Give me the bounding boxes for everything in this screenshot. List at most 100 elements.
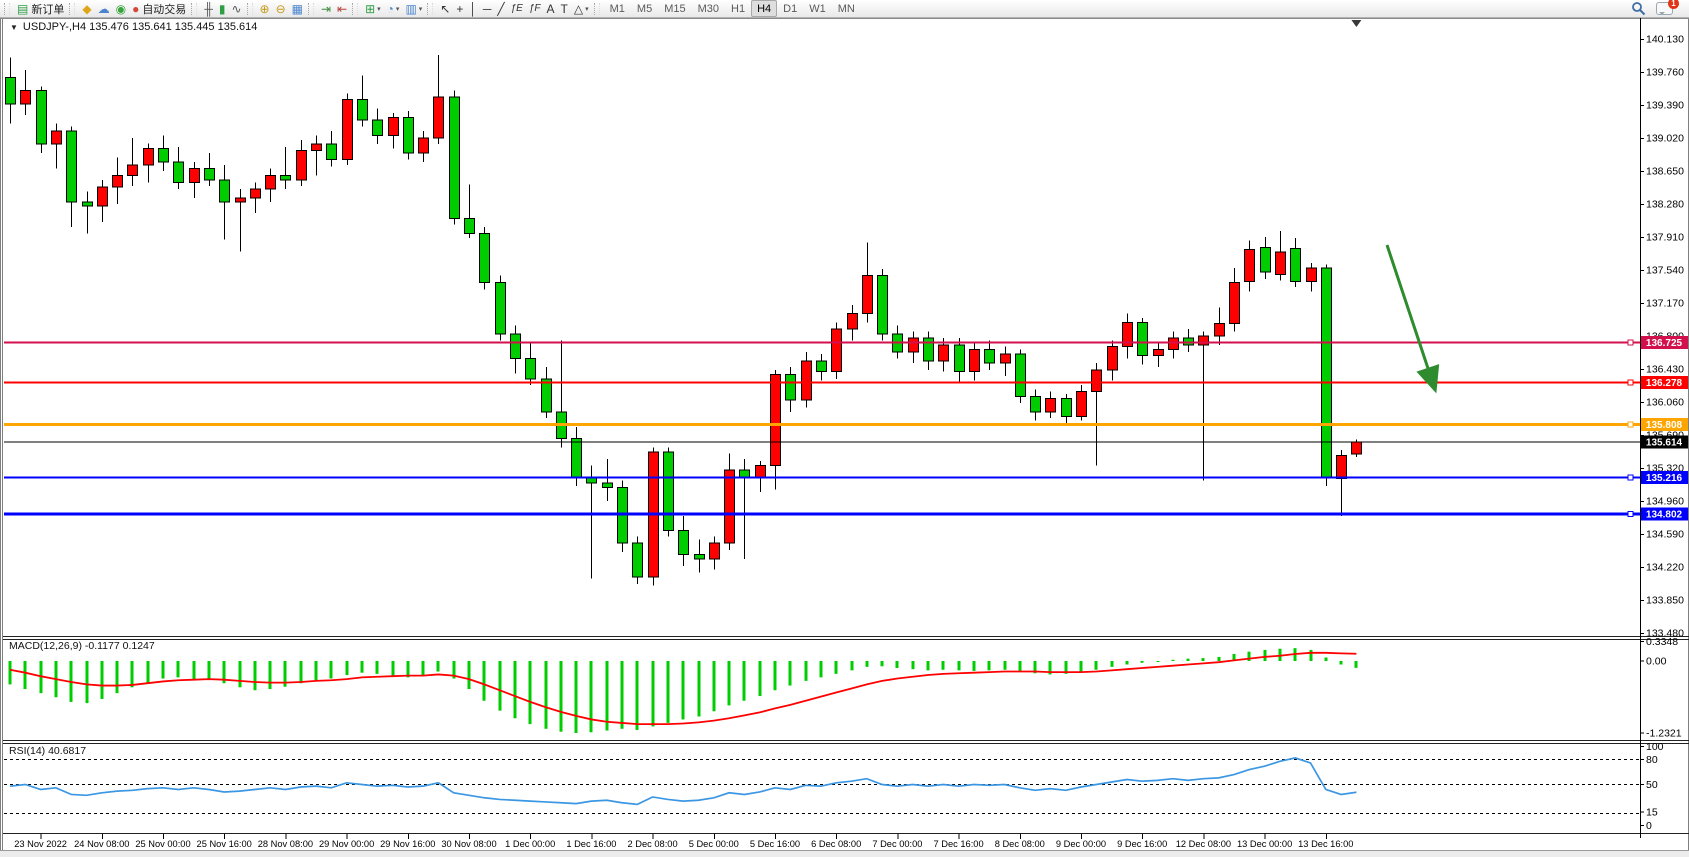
zoom-in-button[interactable]: ⊕ xyxy=(257,1,273,17)
macd-bar xyxy=(528,661,532,725)
price-tick-label: 134.590 xyxy=(1646,529,1684,541)
tf-button-M15[interactable]: M15 xyxy=(664,2,686,15)
line-handle[interactable] xyxy=(1627,339,1634,346)
macd-bar xyxy=(926,661,930,671)
tf-button-MN[interactable]: MN xyxy=(837,2,855,15)
algo-trading-button[interactable]: ● 自动交易 xyxy=(129,1,189,17)
line-handle[interactable] xyxy=(1627,511,1634,518)
cursor-button[interactable]: ↖ xyxy=(437,1,453,17)
market-icon: ◆ xyxy=(82,1,92,16)
price-tag-label: 135.216 xyxy=(1646,473,1683,484)
text-label-button[interactable]: T xyxy=(558,1,571,17)
macd-bar xyxy=(1110,661,1114,667)
tf-button-H1[interactable]: H1 xyxy=(731,2,746,15)
candle-body xyxy=(632,542,643,578)
tf-button-M1[interactable]: M1 xyxy=(609,2,625,15)
new-order-button[interactable]: ▤ 新订单 xyxy=(14,1,67,17)
candle-body xyxy=(1107,346,1118,371)
new-order-button-label: 新订单 xyxy=(31,3,65,16)
candle-body xyxy=(923,337,934,362)
time-tick-label: 24 Nov 08:00 xyxy=(74,839,129,849)
candle-body xyxy=(189,167,200,184)
tf-button-W1[interactable]: W1 xyxy=(809,2,826,15)
community-button[interactable]: ☁ xyxy=(95,1,113,17)
candle-body xyxy=(357,99,368,121)
zoom-out-button[interactable]: ⊖ xyxy=(273,1,289,17)
candle-body xyxy=(938,344,949,362)
tf-button-D1[interactable]: D1 xyxy=(783,2,798,15)
macd-bar xyxy=(681,661,685,720)
text-button[interactable]: A xyxy=(544,1,558,17)
candle-body xyxy=(143,148,154,166)
rsi-tick-label: 0 xyxy=(1646,820,1652,832)
status-strip xyxy=(0,851,1689,857)
candle-body xyxy=(204,167,215,181)
candle-body xyxy=(862,274,873,315)
macd-bar xyxy=(391,661,395,676)
time-tick-label: 9 Dec 00:00 xyxy=(1056,839,1106,849)
tf-button-M30[interactable]: M30 xyxy=(697,2,720,15)
candle-body xyxy=(831,328,842,373)
time-tick-label: 6 Dec 08:00 xyxy=(811,839,861,849)
macd-bar xyxy=(850,661,854,671)
toolbar-grip xyxy=(427,2,434,15)
line-handle[interactable] xyxy=(1627,474,1634,481)
macd-bar xyxy=(880,661,884,667)
chart-symbol-header[interactable]: ▼ USDJPY-,H4 135.476 135.641 135.445 135.… xyxy=(10,21,257,33)
macd-bar xyxy=(819,661,823,678)
equidistant-channel-button[interactable]: ƒE xyxy=(508,1,526,17)
bar-chart-button[interactable]: ╫ xyxy=(201,1,216,17)
trend-arrow[interactable] xyxy=(1385,244,1440,394)
candle-body xyxy=(1351,441,1362,455)
tile-windows-button[interactable]: ▦ xyxy=(289,1,306,17)
macd-bar xyxy=(253,661,257,691)
market-button[interactable]: ◆ xyxy=(79,1,94,17)
price-tag-label: 135.808 xyxy=(1646,420,1683,431)
tf-button-M5[interactable]: M5 xyxy=(636,2,653,15)
trendline-button[interactable]: ╱ xyxy=(494,1,507,17)
signals-button[interactable]: ◉ xyxy=(113,1,129,17)
candle-body xyxy=(770,373,781,466)
macd-bar xyxy=(712,661,716,712)
fibonacci-button[interactable]: ƒF xyxy=(526,1,544,17)
macd-bar xyxy=(544,661,548,729)
macd-tick-label: -1.2321 xyxy=(1646,727,1682,739)
period-button[interactable]: ◔ ▾ xyxy=(384,1,403,17)
template-button[interactable]: ▥ ▾ xyxy=(402,1,425,17)
new-chart-button[interactable]: ⊞ ▾ xyxy=(362,1,384,17)
chart-shift-button[interactable]: ⇤ xyxy=(334,1,350,17)
candle-body xyxy=(158,148,169,163)
rsi-indicator-label: RSI(14) 40.6817 xyxy=(9,745,87,757)
macd-bar xyxy=(23,661,27,690)
line-handle[interactable] xyxy=(1627,379,1634,386)
tf-button-H4[interactable]: H4 xyxy=(751,0,778,17)
macd-bar xyxy=(360,661,364,673)
auto-scroll-button[interactable]: ⇥ xyxy=(318,1,334,17)
trendline-icon: ╱ xyxy=(497,1,505,16)
crosshair-button[interactable]: + xyxy=(453,1,466,17)
search-icon[interactable] xyxy=(1631,1,1646,16)
chart-shift-icon: ⇤ xyxy=(337,1,348,16)
line-chart-button[interactable]: ∿ xyxy=(228,1,244,17)
macd-bar xyxy=(1309,649,1313,661)
notification-badge: 1 xyxy=(1668,0,1679,9)
macd-bar xyxy=(1048,661,1052,675)
price-tag-label: 134.802 xyxy=(1646,510,1683,521)
horizontal-line-button[interactable]: ─ xyxy=(480,1,495,17)
candle-body xyxy=(724,469,735,544)
candlestick-chart-button[interactable]: ▮ xyxy=(216,1,229,17)
candle-body xyxy=(418,137,429,154)
price-tag xyxy=(1641,470,1688,484)
vertical-line-button[interactable]: │ xyxy=(466,1,480,17)
line-handle[interactable] xyxy=(1627,421,1634,428)
chat-icon[interactable]: 1 xyxy=(1656,0,1679,15)
shapes-button[interactable]: △ ▾ xyxy=(571,1,592,17)
macd-pane: 0.3348 0.00 -1.2321 xyxy=(8,636,1682,739)
macd-bar xyxy=(283,661,287,687)
macd-bar xyxy=(1201,658,1205,661)
horizontal-line-icon: ─ xyxy=(482,1,492,16)
chevron-down-icon[interactable]: ▼ xyxy=(10,23,18,32)
time-tick-label: 7 Dec 16:00 xyxy=(934,839,984,849)
candle-body xyxy=(403,116,414,154)
macd-bar xyxy=(605,661,609,731)
